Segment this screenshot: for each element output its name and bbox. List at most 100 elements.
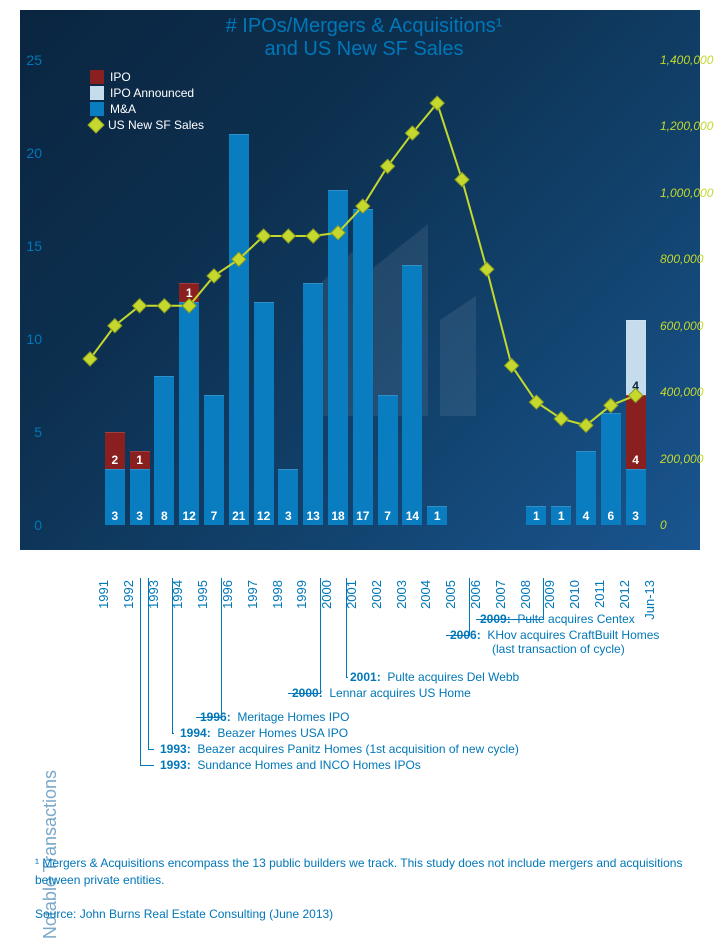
- callout-connector: [288, 578, 321, 694]
- bar-group: 8: [154, 60, 174, 525]
- bar-ma: 21: [229, 134, 249, 525]
- callout-connector: [196, 578, 222, 718]
- x-tick-label: 2003: [394, 580, 409, 609]
- transaction-row: 2001: Pulte acquires Del Webb: [350, 670, 519, 684]
- bar-group: 6: [601, 60, 621, 525]
- bar-value-label: 17: [353, 509, 373, 523]
- transaction-row: 1993: Sundance Homes and INCO Homes IPOs: [160, 758, 421, 772]
- bar-group: 4: [576, 60, 596, 525]
- transaction-row: 1996: Meritage Homes IPO: [200, 710, 349, 724]
- callout-connector: [140, 578, 154, 766]
- chart-container: # IPOs/Mergers & Acquisitions¹ and US Ne…: [0, 0, 728, 939]
- bar-value-label: 7: [204, 509, 224, 523]
- y-right-tick: 1,200,000: [660, 119, 713, 133]
- bar-value-label: 13: [303, 509, 323, 523]
- bar-value-label: 12: [179, 509, 199, 523]
- y-right-tick: 1,400,000: [660, 53, 713, 67]
- bar-value-label: 4: [626, 453, 646, 467]
- bar-ma: 1: [427, 506, 447, 525]
- y-left-tick: 5: [34, 424, 42, 440]
- bar-ma: 3: [130, 469, 150, 525]
- bar-ma: 17: [353, 209, 373, 525]
- x-tick-label: 2010: [567, 580, 582, 609]
- title-line-2: and US New SF Sales: [0, 38, 728, 61]
- bar-group: 14: [402, 60, 422, 525]
- bar-value-label: 12: [254, 509, 274, 523]
- bar-ma: 6: [601, 413, 621, 525]
- y-left-tick: 10: [26, 331, 42, 347]
- bar-value-label: 7: [378, 509, 398, 523]
- bar-group: [452, 60, 472, 525]
- bar-group: 7: [204, 60, 224, 525]
- bar-group: 12 1: [179, 60, 199, 525]
- y-left-tick: 20: [26, 145, 42, 161]
- bar-group: 3 4 4: [626, 60, 646, 525]
- bar-value-label: 1: [526, 509, 546, 523]
- bar-ipo: 1: [179, 283, 199, 302]
- bar-value-label: 2: [105, 453, 125, 467]
- bar-ma: 4: [576, 451, 596, 525]
- bar-group: 13: [303, 60, 323, 525]
- bar-ma: 3: [278, 469, 298, 525]
- chart-title: # IPOs/Mergers & Acquisitions¹ and US Ne…: [0, 15, 728, 61]
- y-right-tick: 1,000,000: [660, 186, 713, 200]
- bar-group: [477, 60, 497, 525]
- x-tick-label: Jun-13: [642, 580, 657, 620]
- bar-ipo: 1: [130, 451, 150, 470]
- bar-group: 32: [105, 60, 125, 525]
- x-tick-label: 1992: [121, 580, 136, 609]
- y-left-tick: 25: [26, 52, 42, 68]
- callout-connector: [346, 578, 348, 678]
- bar-value-label: 21: [229, 509, 249, 523]
- x-tick-label: 2002: [369, 580, 384, 609]
- plot-area: 3231812172112313181771411146344: [80, 60, 650, 525]
- bar-ma: 3: [626, 469, 646, 525]
- bar-value-label: 1: [130, 453, 150, 467]
- bar-ma: 7: [378, 395, 398, 525]
- bar-value-label: 3: [278, 509, 298, 523]
- x-tick-label: 2004: [418, 580, 433, 609]
- y-right-tick: 400,000: [660, 385, 703, 399]
- bar-ipo-announced: 4: [626, 320, 646, 394]
- bar-value-label: 3: [130, 509, 150, 523]
- y-left-tick: 0: [34, 517, 42, 533]
- callout-connector: [172, 578, 174, 734]
- bar-group: 3: [278, 60, 298, 525]
- bar-value-label: 1: [427, 509, 447, 523]
- bar-group: 17: [353, 60, 373, 525]
- bar-ipo: 2: [105, 432, 125, 469]
- bar-group: 1: [427, 60, 447, 525]
- x-tick-label: 2009: [542, 580, 557, 609]
- x-tick-label: 1991: [96, 580, 111, 609]
- footnote: ¹ Mergers & Acquisitions encompass the 1…: [35, 855, 695, 889]
- x-tick-label: 1997: [245, 580, 260, 609]
- bar-value-label: 14: [402, 509, 422, 523]
- bar-value-label: 6: [601, 509, 621, 523]
- bar-ma: 14: [402, 265, 422, 525]
- x-tick-label: 2000: [319, 580, 334, 609]
- bar-group: [502, 60, 522, 525]
- bar-group: 1: [551, 60, 571, 525]
- bar-value-label: 1: [179, 286, 199, 300]
- bar-value-label: 4: [576, 509, 596, 523]
- bar-group: [80, 60, 100, 525]
- x-tick-label: 2012: [617, 580, 632, 609]
- bar-value-label: 3: [105, 509, 125, 523]
- transaction-row: 1994: Beazer Homes USA IPO: [180, 726, 348, 740]
- bar-group: 31: [130, 60, 150, 525]
- bar-group: 18: [328, 60, 348, 525]
- bar-group: 12: [254, 60, 274, 525]
- y-right-tick: 800,000: [660, 252, 703, 266]
- transaction-row: 2009: Pulte acquires Centex: [480, 612, 635, 626]
- x-tick-label: 1996: [220, 580, 235, 609]
- bar-value-label: 3: [626, 509, 646, 523]
- bar-group: 21: [229, 60, 249, 525]
- bar-ma: 1: [526, 506, 546, 525]
- transaction-row: 2006: KHov acquires CraftBuilt Homes(las…: [450, 628, 659, 656]
- bar-ma: 12: [254, 302, 274, 525]
- bar-ipo: 4: [626, 395, 646, 469]
- y-right-tick: 0: [660, 518, 667, 532]
- bar-ma: 8: [154, 376, 174, 525]
- bar-value-label: 4: [626, 379, 646, 393]
- transaction-row: 1993: Beazer acquires Panitz Homes (1st …: [160, 742, 519, 756]
